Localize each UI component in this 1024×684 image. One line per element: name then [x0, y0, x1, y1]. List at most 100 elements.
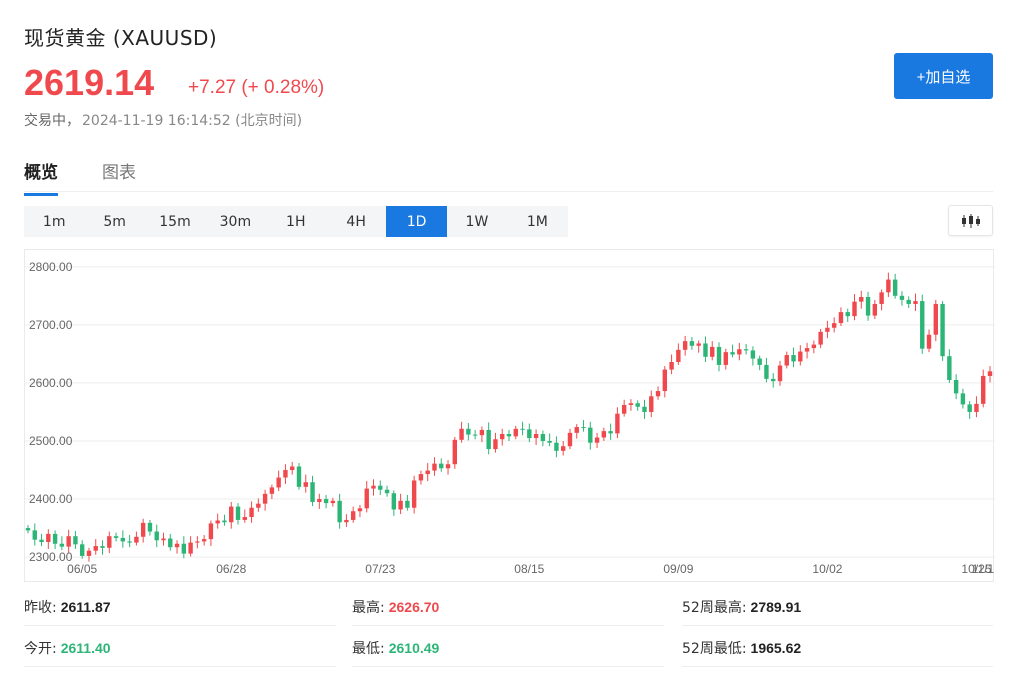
- candle-body: [689, 341, 695, 346]
- candle-body: [32, 530, 37, 540]
- y-tick-label: 2500.00: [29, 434, 73, 448]
- candle-body: [628, 403, 634, 405]
- y-tick-label: 2300.00: [29, 550, 73, 564]
- candle-body: [452, 439, 458, 465]
- candle-body: [459, 428, 464, 440]
- x-tick-label: 11/1: [972, 562, 995, 576]
- candle-body: [723, 352, 728, 365]
- candle-body: [398, 500, 403, 510]
- candle-body: [405, 500, 410, 508]
- candle-body: [215, 520, 220, 524]
- candle-body: [682, 341, 688, 350]
- candle-body: [46, 533, 51, 543]
- candle-body: [764, 364, 769, 379]
- candle-body: [621, 404, 627, 414]
- period-1w[interactable]: 1W: [465, 213, 489, 230]
- instrument-title: 现货黄金 (XAUUSD): [24, 26, 218, 50]
- stat-value: 2789.91: [750, 598, 802, 615]
- candle-body: [283, 470, 288, 478]
- tab-overview[interactable]: 概览: [24, 158, 58, 196]
- candle-body: [818, 331, 823, 345]
- stat-52w-low: 52周最低: 1965.62: [682, 629, 993, 667]
- candle-body: [310, 482, 315, 502]
- candle-body: [784, 355, 789, 366]
- candle-body: [242, 517, 247, 520]
- candle-body: [472, 434, 478, 436]
- candle-body: [669, 362, 674, 370]
- candle-body: [703, 343, 708, 357]
- candle-body: [662, 369, 668, 392]
- candle-body: [655, 391, 661, 397]
- candle-body: [642, 406, 647, 412]
- y-tick-label: 2400.00: [29, 492, 73, 506]
- candle-body: [168, 538, 173, 548]
- candle-body: [710, 346, 715, 357]
- candle-body: [120, 537, 126, 542]
- period-1m[interactable]: 1m: [42, 213, 66, 230]
- y-tick-label: 2800.00: [29, 260, 73, 274]
- candle-body: [290, 466, 295, 471]
- x-tick-label: 07/23: [365, 562, 395, 576]
- period-1mo[interactable]: 1M: [526, 213, 548, 230]
- stat-high: 最高: 2626.70: [352, 588, 664, 626]
- period-4h[interactable]: 4H: [346, 213, 366, 230]
- price-chart[interactable]: 2800.00 2700.00 2600.00 2500.00 2400.00 2300.…: [24, 249, 995, 582]
- candle-body: [222, 520, 227, 523]
- period-1h[interactable]: 1H: [286, 213, 306, 230]
- tab-chart[interactable]: 图表: [102, 163, 136, 183]
- candle-body: [560, 446, 566, 451]
- candle-body: [100, 546, 105, 548]
- candle-body: [852, 301, 857, 317]
- candle-body: [147, 522, 153, 532]
- candle-body: [981, 375, 986, 404]
- candle-body: [208, 523, 214, 540]
- period-1d[interactable]: 1D: [386, 206, 447, 237]
- candle-body: [317, 499, 322, 502]
- candle-body: [831, 323, 837, 328]
- candle-body: [107, 536, 112, 548]
- candle-body: [960, 393, 966, 405]
- candle-body: [432, 463, 437, 471]
- x-tick-label: 09/09: [663, 562, 693, 576]
- candle-body: [93, 546, 98, 551]
- stat-value: 2611.87: [60, 598, 111, 615]
- stat-value: 2611.40: [60, 639, 111, 656]
- candle-body: [567, 432, 573, 447]
- candle-body: [987, 371, 993, 376]
- chart-type-button[interactable]: [948, 205, 993, 236]
- candle-body: [350, 511, 356, 520]
- candle-body: [737, 349, 742, 355]
- candle-body: [845, 312, 850, 317]
- candle-body: [872, 303, 878, 316]
- period-selector: 1m 5m 15m 30m 1H 4H 1D 1W 1M: [24, 206, 568, 237]
- candle-body: [276, 477, 281, 488]
- period-15m[interactable]: 15m: [159, 213, 191, 230]
- candle-body: [574, 427, 579, 433]
- candle-body: [771, 378, 776, 382]
- stat-label: 最低:: [352, 640, 385, 657]
- add-watchlist-button[interactable]: +加自选: [894, 53, 993, 99]
- candle-body: [940, 303, 945, 357]
- candle-body: [601, 431, 607, 438]
- stat-value: 2626.70: [388, 598, 440, 615]
- candle-body: [154, 531, 159, 541]
- x-tick-label: 06/05: [67, 562, 97, 576]
- candle-body: [59, 543, 65, 547]
- candle-body: [439, 463, 444, 469]
- current-price: 2619.14: [24, 62, 155, 103]
- candle-body: [195, 541, 200, 543]
- candle-body: [825, 327, 830, 332]
- candle-body: [899, 295, 905, 300]
- candle-body: [906, 299, 911, 304]
- candle-body: [635, 403, 640, 407]
- period-5m[interactable]: 5m: [103, 213, 126, 230]
- candle-body: [134, 536, 139, 543]
- period-30m[interactable]: 30m: [219, 213, 252, 230]
- candle-body: [418, 474, 424, 481]
- candle-body: [520, 428, 525, 430]
- candle-body: [913, 301, 918, 304]
- candle-body: [676, 349, 681, 363]
- x-tick-label: 10/02: [812, 562, 842, 576]
- candle-body: [791, 355, 796, 362]
- stat-value: 2610.49: [388, 639, 440, 656]
